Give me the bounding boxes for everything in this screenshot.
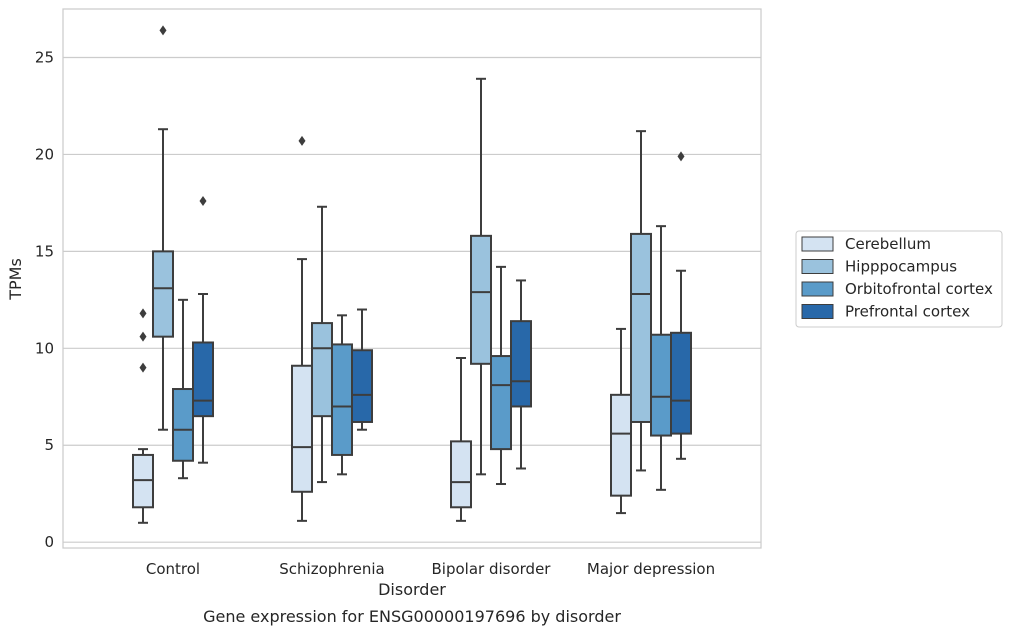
legend-label: Orbitofrontal cortex	[845, 280, 993, 298]
x-tick-label: Control	[146, 560, 200, 578]
box-orbitofrontal-cortex-control	[172, 298, 194, 480]
iqr-box	[490, 355, 512, 451]
legend-swatch	[801, 304, 834, 319]
box-layer	[132, 25, 692, 524]
box-orbitofrontal-cortex-schizophrenia	[331, 314, 353, 476]
box-prefrontal-cortex-major-depression	[670, 151, 692, 460]
y-tick-label: 20	[35, 145, 54, 163]
box-orbitofrontal-cortex-bipolar-disorder	[490, 265, 512, 486]
box-hipppocampus-schizophrenia	[311, 205, 333, 484]
legend-label: Hipppocampus	[845, 258, 957, 276]
x-tick-label: Major depression	[587, 560, 715, 578]
legend-swatch	[801, 281, 834, 297]
outlier-point	[677, 151, 685, 162]
iqr-box	[311, 322, 333, 418]
plot-area-frame	[62, 8, 762, 549]
iqr-box	[172, 388, 194, 462]
outlier-point	[298, 135, 306, 146]
box-cerebellum-major-depression	[610, 327, 632, 515]
iqr-box	[152, 250, 174, 338]
x-tick-label: Schizophrenia	[279, 560, 384, 578]
outlier-point	[139, 331, 147, 342]
y-tick-label: 10	[35, 339, 54, 357]
iqr-box	[470, 234, 492, 365]
y-axis-label: TPMs	[6, 258, 25, 301]
outlier-point	[199, 195, 207, 206]
legend-swatch	[801, 259, 834, 274]
box-hipppocampus-bipolar-disorder	[470, 77, 492, 476]
outlier-point	[139, 362, 147, 373]
iqr-box	[630, 232, 652, 423]
box-orbitofrontal-cortex-major-depression	[650, 225, 672, 491]
x-axis-ticks: Control Schizophrenia Bipolar disorder Majo…	[146, 560, 715, 578]
iqr-box	[331, 343, 353, 456]
iqr-box	[291, 364, 313, 493]
iqr-box	[510, 320, 532, 408]
y-tick-label: 15	[35, 242, 54, 260]
box-hipppocampus-control	[152, 25, 174, 431]
box-cerebellum-control	[132, 308, 154, 524]
iqr-box	[650, 333, 672, 437]
y-axis-ticks: 0 5 10 15 20 25	[35, 48, 54, 551]
iqr-box	[192, 341, 214, 418]
iqr-box	[351, 349, 373, 423]
legend-label: Cerebellum	[845, 235, 931, 253]
legend-swatch	[801, 236, 834, 252]
box-prefrontal-cortex-bipolar-disorder	[510, 279, 532, 470]
legend-frame	[795, 230, 1003, 328]
iqr-box	[610, 393, 632, 497]
chart-caption: Gene expression for ENSG00000197696 by d…	[203, 607, 621, 626]
outlier-point	[139, 308, 147, 319]
iqr-box	[450, 440, 472, 509]
y-tick-label: 0	[44, 533, 54, 551]
legend-label: Prefrontal cortex	[845, 303, 970, 321]
box-prefrontal-cortex-control	[192, 195, 214, 464]
iqr-box	[670, 331, 692, 435]
y-tick-label: 5	[44, 436, 54, 454]
box-hipppocampus-major-depression	[630, 130, 652, 472]
x-axis-label: Disorder	[378, 580, 446, 599]
x-tick-label: Bipolar disorder	[432, 560, 552, 578]
y-tick-label: 25	[35, 48, 54, 66]
box-prefrontal-cortex-schizophrenia	[351, 308, 373, 431]
legend: Cerebellum Hipppocampus Orbitofrontal cort…	[795, 230, 1003, 328]
box-cerebellum-schizophrenia	[291, 135, 313, 522]
box-cerebellum-bipolar-disorder	[450, 356, 472, 522]
outlier-point	[159, 25, 167, 36]
